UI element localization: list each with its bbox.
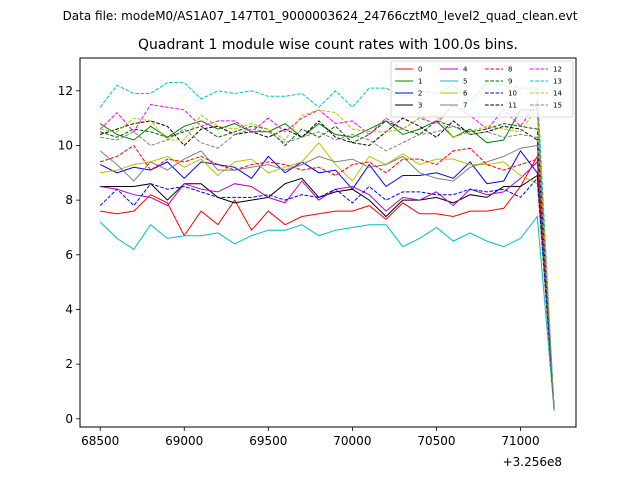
- ticks-layer: 68500 69000 69500 70000 70500 71000 0 2 4 6 8 10 12: [58, 84, 540, 448]
- legend-label-8: 8: [508, 66, 512, 74]
- series-layer: [99, 82, 555, 411]
- series-line-8: [100, 144, 555, 408]
- series-line-4: [100, 160, 555, 408]
- y-tick-label: 8: [65, 193, 73, 207]
- legend-label-6: 6: [463, 90, 468, 98]
- legend-label-10: 10: [508, 90, 517, 98]
- x-tick-label: 70000: [333, 434, 371, 448]
- series-line-5: [99, 215, 555, 411]
- legend-label-7: 7: [463, 102, 467, 110]
- x-tick-label: 69500: [249, 434, 287, 448]
- x-offset-label: +3.256e8: [503, 455, 562, 469]
- legend-box: [390, 60, 574, 118]
- series-line-15: [100, 125, 555, 408]
- legend-label-12: 12: [553, 66, 562, 74]
- x-tick-label: 69000: [165, 434, 203, 448]
- y-tick-label: 6: [65, 248, 73, 262]
- series-line-11: [100, 117, 555, 408]
- legend-label-5: 5: [463, 78, 467, 86]
- series-line-14: [100, 105, 555, 408]
- y-tick-label: 0: [65, 412, 73, 426]
- legend-label-15: 15: [553, 102, 562, 110]
- y-tick-label: 10: [58, 138, 73, 152]
- series-line-12: [99, 100, 555, 411]
- series-line-10: [99, 177, 555, 408]
- plot-frame: [79, 57, 577, 428]
- series-line-7: [99, 144, 555, 408]
- legend-label-14: 14: [553, 90, 562, 98]
- legend-label-3: 3: [418, 102, 422, 110]
- chart-title: Quadrant 1 module wise count rates with …: [138, 37, 518, 53]
- x-tick-label: 70500: [417, 434, 455, 448]
- legend-label-1: 1: [418, 78, 422, 86]
- legend-label-4: 4: [463, 66, 468, 74]
- legend-label-0: 0: [418, 66, 422, 74]
- x-tick-label: 71000: [501, 434, 539, 448]
- legend-label-2: 2: [418, 90, 422, 98]
- series-line-0: [100, 154, 555, 408]
- x-tick-label: 68500: [81, 434, 119, 448]
- y-tick-label: 12: [58, 84, 73, 98]
- figure-suptitle: Data file: modeM0/AS1A07_147T01_90000036…: [63, 9, 578, 23]
- legend-label-9: 9: [508, 78, 512, 86]
- legend-label-11: 11: [508, 102, 517, 110]
- legend-label-13: 13: [553, 78, 562, 86]
- y-tick-label: 4: [65, 302, 73, 316]
- y-tick-label: 2: [65, 357, 73, 371]
